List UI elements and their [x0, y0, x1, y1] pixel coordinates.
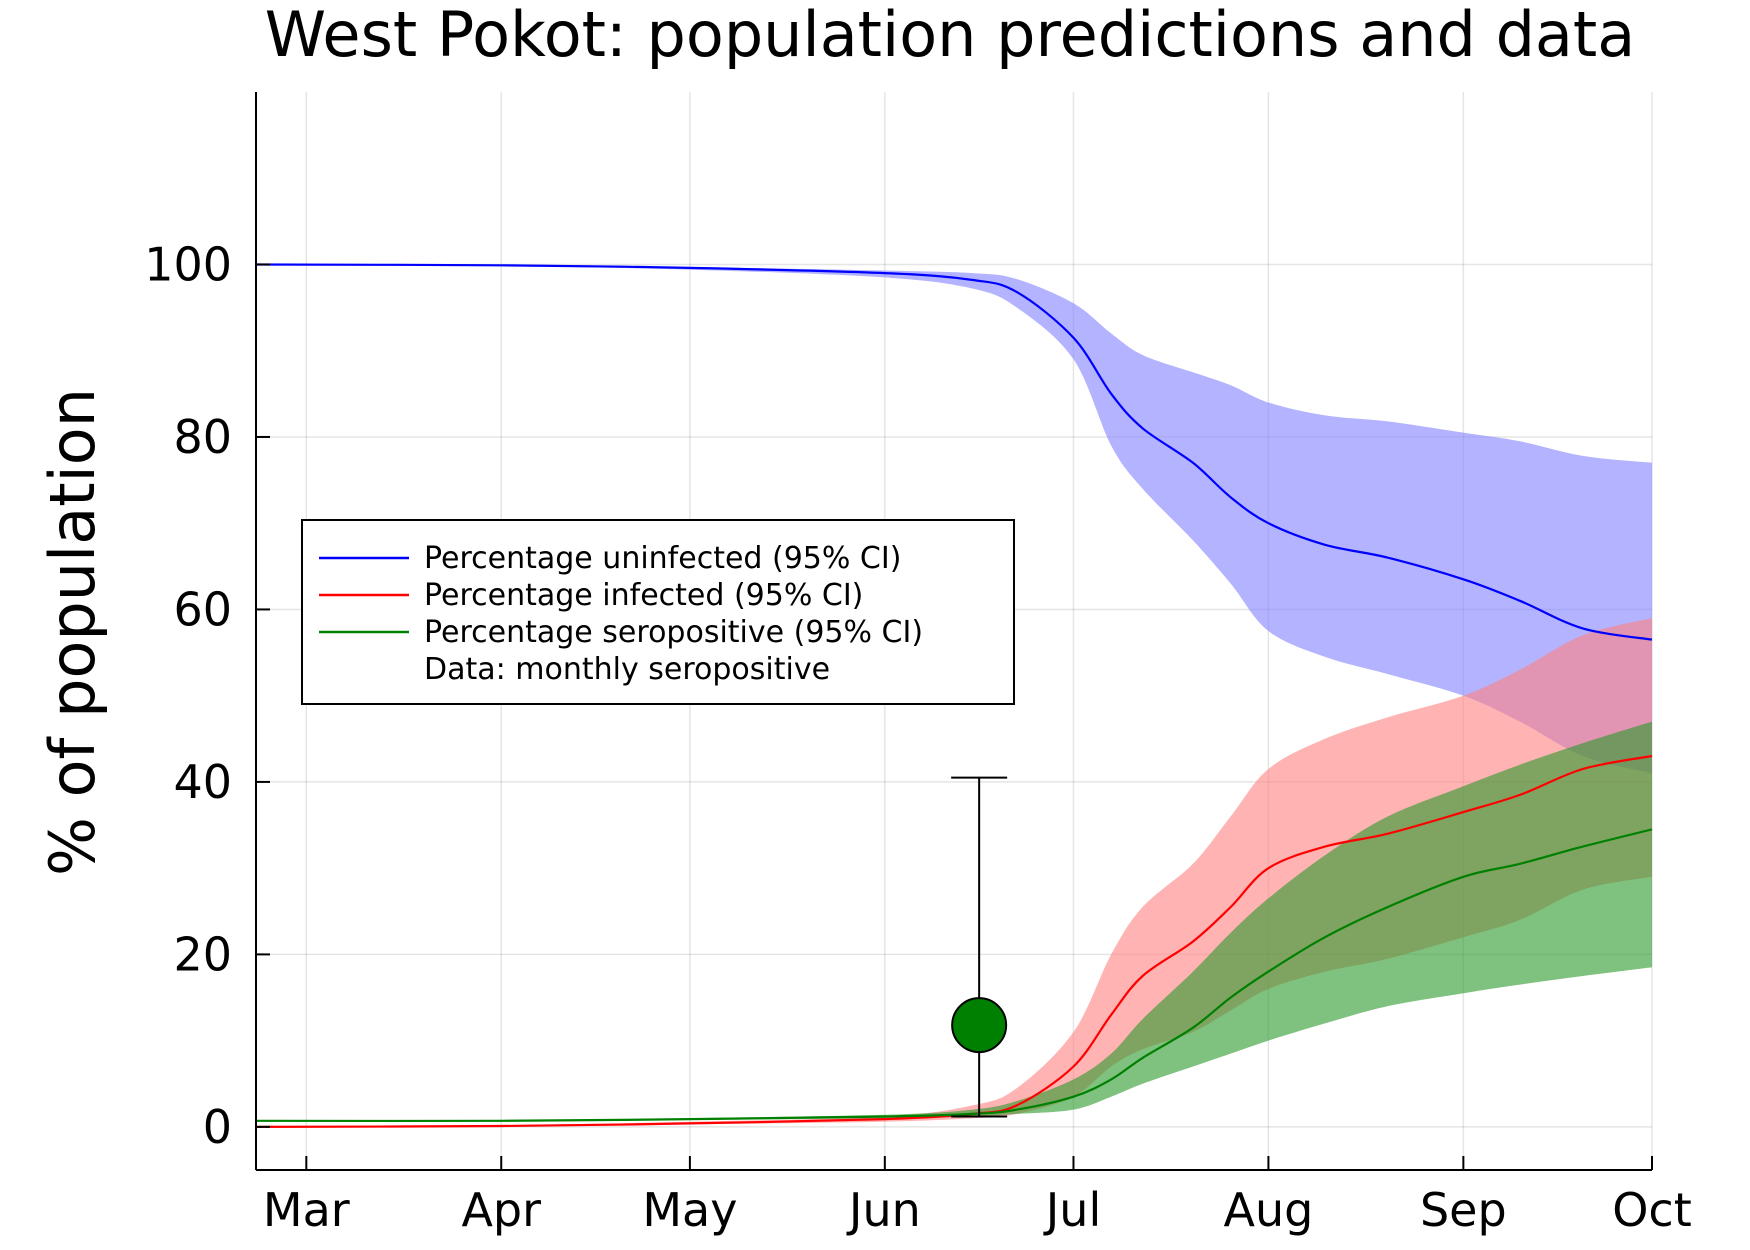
legend-label-percentage-uninfected-ci: Percentage uninfected (95% CI) — [424, 541, 901, 576]
x-tick-label-oct: Oct — [1612, 1183, 1692, 1237]
y-axis-label: % of population — [36, 388, 109, 876]
legend: Percentage uninfected (95% CI)Percentage… — [301, 519, 1015, 705]
y-tick-label-100: 100 — [144, 237, 232, 291]
series-lines — [255, 263, 1653, 1128]
data-point-seropositive — [951, 997, 1008, 1054]
x-tick-label-apr: Apr — [461, 1183, 541, 1237]
legend-label-data-monthly-seropositive: Data: monthly seropositive — [424, 652, 830, 687]
legend-box — [301, 519, 1015, 705]
percentage-seropositive-ci-line — [255, 828, 1653, 1123]
y-tick-label-20: 20 — [173, 927, 232, 981]
x-tick-label-sep: Sep — [1420, 1183, 1507, 1237]
percentage-uninfected-ci-band — [256, 264, 1652, 774]
x-tick-label-jun: Jun — [846, 1183, 921, 1237]
data-points — [951, 776, 1008, 1118]
y-tick-label-40: 40 — [173, 755, 232, 809]
legend-label-percentage-seropositive-ci: Percentage seropositive (95% CI) — [424, 615, 923, 650]
percentage-seropositive-ci-band — [256, 721, 1652, 1122]
confidence-bands — [256, 264, 1652, 1127]
y-tick-label-80: 80 — [173, 410, 232, 464]
axes: 0 20 40 60 80 100 Mar Apr May Jun Jul Aug Sep Oct — [144, 92, 1692, 1237]
percentage-uninfected-ci-line — [255, 263, 1653, 641]
x-tick-label-mar: Mar — [263, 1183, 350, 1237]
chart-title: West Pokot: population predictions and d… — [265, 0, 1635, 71]
x-tick-label-jul: Jul — [1043, 1183, 1102, 1237]
x-tick-label-aug: Aug — [1224, 1183, 1314, 1237]
x-tick-label-may: May — [642, 1183, 737, 1237]
legend-label-percentage-infected-ci: Percentage infected (95% CI) — [424, 578, 863, 613]
percentage-infected-ci-line — [255, 754, 1653, 1128]
y-tick-label-60: 60 — [173, 582, 232, 636]
y-tick-label-0: 0 — [203, 1100, 232, 1154]
